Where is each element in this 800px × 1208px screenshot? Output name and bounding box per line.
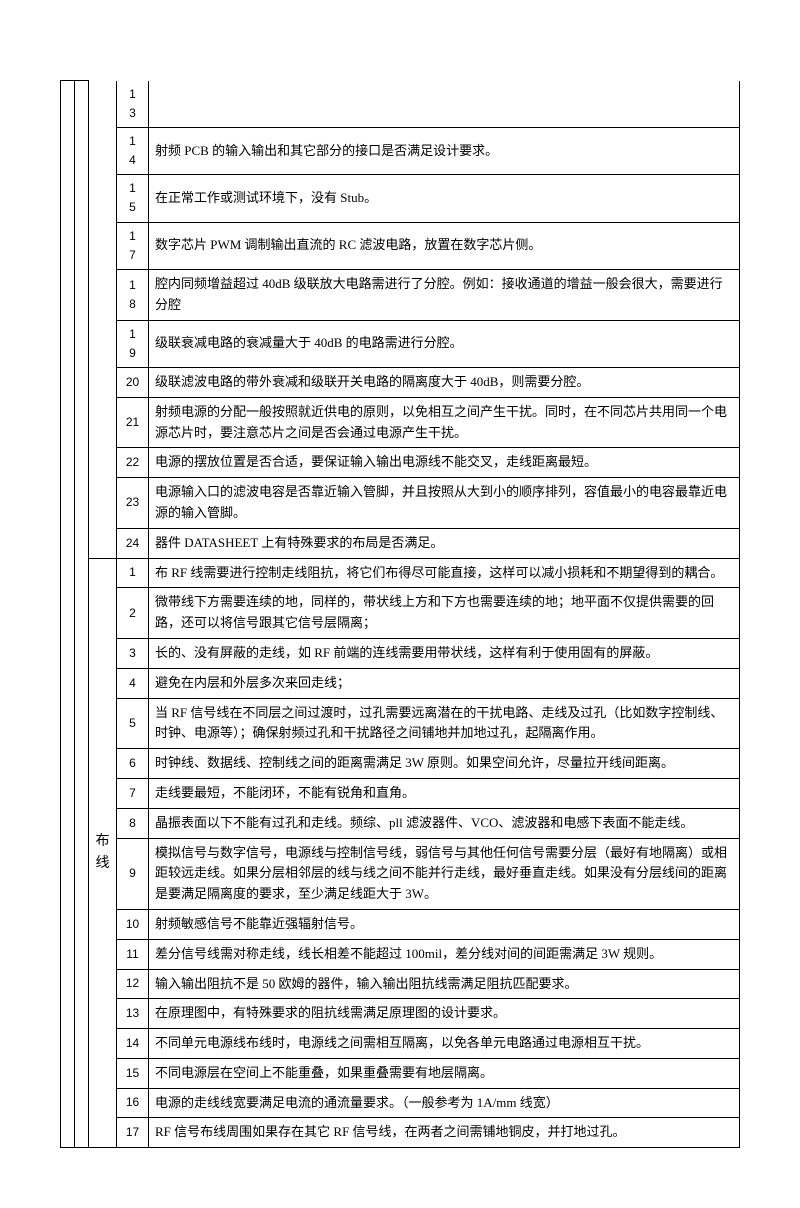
row-number: 20 — [117, 367, 149, 397]
row-number: 23 — [117, 478, 149, 529]
row-number: 1 — [117, 558, 149, 588]
row-content: 布 RF 线需要进行控制走线阻抗，将它们布得尽可能直接，这样可以减小损耗和不期望… — [149, 558, 740, 588]
row-number: 22 — [117, 448, 149, 478]
row-number: 17 — [117, 222, 149, 269]
row-content: 射频电源的分配一般按照就近供电的原则，以免相互之间产生干扰。同时，在不同芯片共用… — [149, 397, 740, 448]
row-content: 避免在内层和外层多次来回走线； — [149, 668, 740, 698]
row-number: 8 — [117, 808, 149, 838]
category-cell-section1 — [89, 81, 117, 559]
row-number: 15 — [117, 1058, 149, 1088]
row-number: 2 — [117, 588, 149, 639]
row-content — [149, 81, 740, 128]
row-content: 器件 DATASHEET 上有特殊要求的布局是否满足。 — [149, 528, 740, 558]
row-content: 在原理图中，有特殊要求的阻抗线需满足原理图的设计要求。 — [149, 999, 740, 1029]
document-page: 1314射频 PCB 的输入输出和其它部分的接口是否满足设计要求。15在正常工作… — [0, 0, 800, 1208]
row-content: 数字芯片 PWM 调制输出直流的 RC 滤波电路，放置在数字芯片侧。 — [149, 222, 740, 269]
row-content: 级联滤波电路的带外衰减和级联开关电路的隔离度大于 40dB，则需要分腔。 — [149, 367, 740, 397]
row-content: 晶振表面以下不能有过孔和走线。频综、pll 滤波器件、VCO、滤波器和电感下表面… — [149, 808, 740, 838]
row-content: 输入输出阻抗不是 50 欧姆的器件，输入输出阻抗线需满足阻抗匹配要求。 — [149, 969, 740, 999]
row-content: 腔内同频增益超过 40dB 级联放大电路需进行了分腔。例如：接收通道的增益一般会… — [149, 270, 740, 321]
row-content: 射频敏感信号不能靠近强辐射信号。 — [149, 909, 740, 939]
row-number: 4 — [117, 668, 149, 698]
outer-spine-2 — [75, 81, 89, 1148]
row-number: 16 — [117, 1088, 149, 1118]
row-number: 24 — [117, 528, 149, 558]
row-content: RF 信号布线周围如果存在其它 RF 信号线，在两者之间需铺地铜皮，并打地过孔。 — [149, 1118, 740, 1148]
row-content: 模拟信号与数字信号，电源线与控制信号线，弱信号与其他任何信号需要分层（最好有地隔… — [149, 838, 740, 909]
row-number: 7 — [117, 778, 149, 808]
row-number: 3 — [117, 638, 149, 668]
row-number: 9 — [117, 838, 149, 909]
row-content: 不同电源层在空间上不能重叠，如果重叠需要有地层隔离。 — [149, 1058, 740, 1088]
row-content: 走线要最短，不能闭环，不能有锐角和直角。 — [149, 778, 740, 808]
row-number: 5 — [117, 698, 149, 749]
row-number: 14 — [117, 1029, 149, 1059]
outer-spine-1 — [61, 81, 75, 1148]
row-content: 电源输入口的滤波电容是否靠近输入管脚，并且按照从大到小的顺序排列，容值最小的电容… — [149, 478, 740, 529]
row-content: 微带线下方需要连续的地，同样的，带状线上方和下方也需要连续的地；地平面不仅提供需… — [149, 588, 740, 639]
row-number: 10 — [117, 909, 149, 939]
row-number: 12 — [117, 969, 149, 999]
row-content: 级联衰减电路的衰减量大于 40dB 的电路需进行分腔。 — [149, 320, 740, 367]
row-content: 不同单元电源线布线时，电源线之间需相互隔离，以免各单元电路通过电源相互干扰。 — [149, 1029, 740, 1059]
row-number: 15 — [117, 175, 149, 222]
row-number: 11 — [117, 939, 149, 969]
row-content: 射频 PCB 的输入输出和其它部分的接口是否满足设计要求。 — [149, 127, 740, 174]
row-content: 当 RF 信号线在不同层之间过渡时，过孔需要远离潜在的干扰电路、走线及过孔（比如… — [149, 698, 740, 749]
row-number: 6 — [117, 749, 149, 779]
row-content: 在正常工作或测试环境下，没有 Stub。 — [149, 175, 740, 222]
row-content: 时钟线、数据线、控制线之间的距离需满足 3W 原则。如果空间允许，尽量拉开线间距… — [149, 749, 740, 779]
category-cell-section2: 布线 — [89, 558, 117, 1148]
row-number: 17 — [117, 1118, 149, 1148]
row-number: 13 — [117, 81, 149, 128]
row-number: 21 — [117, 397, 149, 448]
row-content: 电源的走线线宽要满足电流的通流量要求。（一般参考为 1A/mm 线宽） — [149, 1088, 740, 1118]
row-content: 差分信号线需对称走线，线长相差不能超过 100mil，差分线对间的间距需满足 3… — [149, 939, 740, 969]
row-number: 18 — [117, 270, 149, 321]
row-number: 13 — [117, 999, 149, 1029]
row-content: 长的、没有屏蔽的走线，如 RF 前端的连线需要用带状线，这样有利于使用固有的屏蔽… — [149, 638, 740, 668]
row-number: 14 — [117, 127, 149, 174]
row-content: 电源的摆放位置是否合适，要保证输入输出电源线不能交叉，走线距离最短。 — [149, 448, 740, 478]
row-number: 19 — [117, 320, 149, 367]
checklist-table: 1314射频 PCB 的输入输出和其它部分的接口是否满足设计要求。15在正常工作… — [60, 80, 740, 1148]
